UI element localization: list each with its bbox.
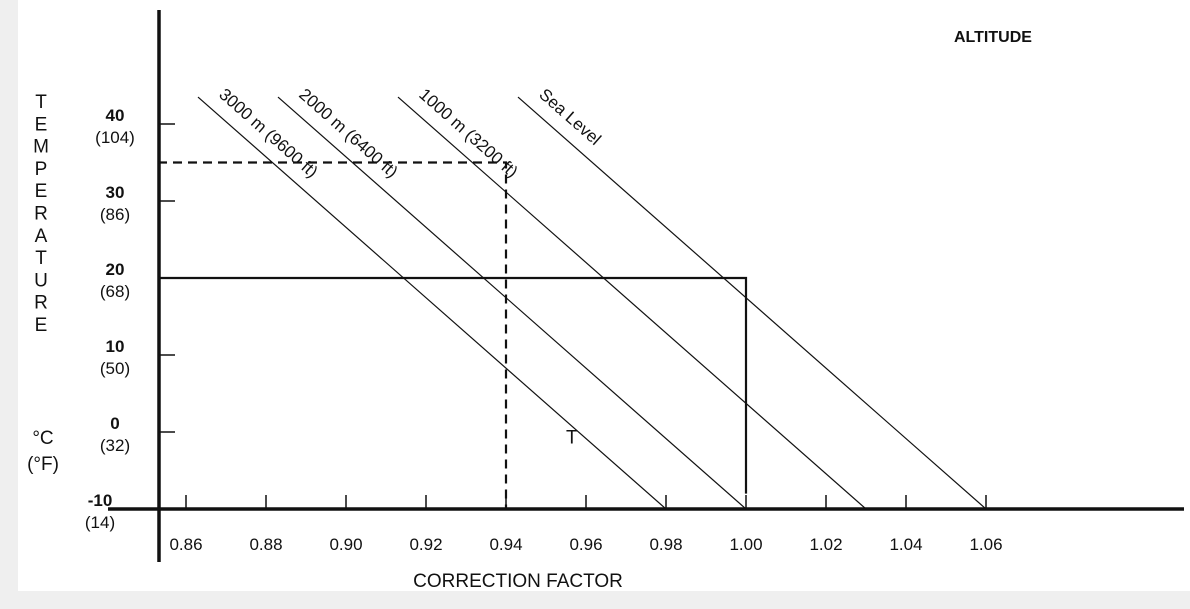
y-tick-label-celsius: 10: [106, 337, 125, 356]
y-tick-label-fahrenheit: (86): [100, 205, 130, 224]
chart-frame: 0.86 0.88 0.90 0.92 0.94 0.96 0.98 1.00 1.02 1.04…: [18, 0, 1190, 591]
altitude-lines: 3000 m (9600 ft)2000 m (6400 ft) 1000 m (…: [197, 85, 987, 510]
y-axis-title-letter: M: [33, 137, 49, 158]
y-tick-label-fahrenheit: (104): [95, 128, 135, 147]
y-axis-title-letter: E: [35, 315, 48, 336]
x-axis-title: CORRECTION FACTOR: [413, 571, 623, 591]
y-axis-title-letter: P: [35, 159, 48, 180]
x-tick-label: 1.02: [809, 535, 842, 554]
x-tick-label: 0.98: [649, 535, 682, 554]
altitude-line: [197, 96, 667, 510]
x-tick-label: 0.92: [409, 535, 442, 554]
altitude-header: ALTITUDE: [954, 29, 1032, 46]
y-tick-label-fahrenheit: (68): [100, 282, 130, 301]
ticks: 0.86 0.88 0.90 0.92 0.94 0.96 0.98 1.00 1.02 1.04…: [85, 106, 1003, 554]
x-tick-label: 0.96: [569, 535, 602, 554]
x-tick-label: 0.88: [249, 535, 282, 554]
y-tick-label-celsius: -10: [88, 491, 113, 510]
y-tick-label-fahrenheit: (32): [100, 436, 130, 455]
y-tick-label-celsius: 0: [110, 414, 119, 433]
x-tick-label: 0.86: [169, 535, 202, 554]
labels: ALTITUDE CORRECTION FACTOR T TEMPERATURE…: [27, 29, 1032, 591]
guide-lines: [158, 161, 748, 509]
y-axis-title-letter: E: [35, 114, 48, 135]
x-tick-label: 1.00: [729, 535, 762, 554]
altitude-line: [517, 96, 987, 510]
x-tick-label: 0.90: [329, 535, 362, 554]
y-axis-title-letter: R: [34, 204, 48, 225]
y-tick-label-celsius: 30: [106, 183, 125, 202]
altitude-line: [277, 96, 747, 510]
y-axis-units: °C: [32, 428, 53, 449]
temperature-correction-chart: 0.86 0.88 0.90 0.92 0.94 0.96 0.98 1.00 1.02 1.04…: [27, 10, 1184, 591]
y-axis-title-letter: T: [35, 248, 47, 269]
y-axis-title-letter: U: [34, 270, 48, 291]
altitude-line: [397, 96, 867, 510]
altitude-line-label: Sea Level: [535, 85, 604, 149]
x-tick-label: 0.94: [489, 535, 522, 554]
guide-example-20C: [158, 276, 748, 494]
guide-example-35C: [158, 161, 508, 509]
x-tick-label: 1.04: [889, 535, 922, 554]
y-axis-units: (°F): [27, 454, 59, 475]
y-axis-title-letter: A: [35, 226, 48, 247]
y-tick-label-celsius: 20: [106, 260, 125, 279]
axes: [108, 10, 1184, 562]
annotation-t: T: [566, 428, 578, 449]
x-tick-label: 1.06: [969, 535, 1002, 554]
y-tick-label-fahrenheit: (14): [85, 513, 115, 532]
y-axis-title-letter: R: [34, 293, 48, 314]
y-tick-label-celsius: 40: [106, 106, 125, 125]
y-axis-title-letter: E: [35, 181, 48, 202]
y-axis-title-letter: T: [35, 92, 47, 113]
y-tick-label-fahrenheit: (50): [100, 359, 130, 378]
